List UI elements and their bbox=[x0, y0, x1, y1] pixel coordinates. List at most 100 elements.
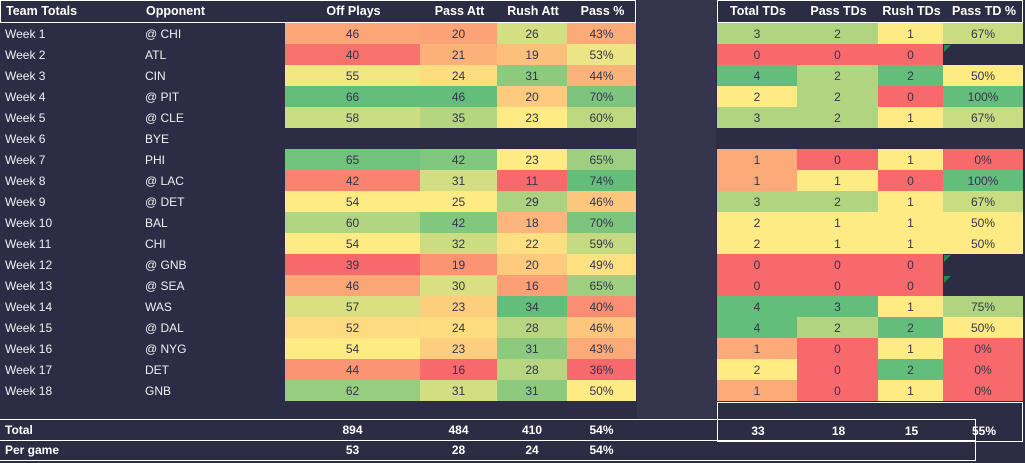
stat-cell[interactable]: 28 bbox=[497, 317, 567, 338]
opponent-cell[interactable]: PHI bbox=[145, 152, 166, 167]
stat-cell[interactable]: 0% bbox=[943, 359, 1023, 380]
stat-cell[interactable]: 0 bbox=[717, 275, 797, 296]
stat-cell[interactable]: 0 bbox=[797, 254, 878, 275]
stat-cell[interactable]: 20 bbox=[497, 86, 567, 107]
stat-cell[interactable] bbox=[878, 128, 943, 149]
stat-cell[interactable]: 0 bbox=[797, 149, 878, 170]
stat-cell[interactable]: 0 bbox=[797, 338, 878, 359]
stat-cell[interactable]: 31 bbox=[497, 338, 567, 359]
stat-cell[interactable]: 54 bbox=[285, 233, 420, 254]
stat-cell[interactable]: 2 bbox=[717, 86, 797, 107]
opponent-cell[interactable]: CIN bbox=[145, 68, 166, 83]
week-label[interactable]: Week 15 bbox=[5, 320, 53, 335]
stat-cell[interactable]: 30 bbox=[420, 275, 497, 296]
stat-cell[interactable]: 0 bbox=[797, 359, 878, 380]
stat-cell[interactable]: 4 bbox=[717, 317, 797, 338]
stat-cell[interactable]: 26 bbox=[497, 23, 567, 44]
stat-cell[interactable]: 0 bbox=[717, 44, 797, 65]
stat-cell[interactable]: 40 bbox=[285, 44, 420, 65]
week-label[interactable]: Week 8 bbox=[5, 173, 46, 188]
stat-cell[interactable]: 3 bbox=[717, 191, 797, 212]
stat-cell[interactable]: 0% bbox=[943, 149, 1023, 170]
stat-cell[interactable]: 24 bbox=[420, 317, 497, 338]
stat-cell[interactable]: 42 bbox=[420, 212, 497, 233]
stat-cell[interactable]: 31 bbox=[497, 380, 567, 401]
stat-cell[interactable]: 34 bbox=[497, 296, 567, 317]
stat-cell[interactable]: 1 bbox=[878, 212, 943, 233]
stat-cell[interactable]: 0% bbox=[943, 338, 1023, 359]
stat-cell[interactable]: 1 bbox=[717, 149, 797, 170]
stat-cell[interactable]: 3 bbox=[797, 296, 878, 317]
stat-cell[interactable]: 74% bbox=[567, 170, 636, 191]
stat-cell[interactable]: 0 bbox=[878, 170, 943, 191]
stat-cell[interactable]: 24 bbox=[420, 65, 497, 86]
opponent-cell[interactable]: @ CLE bbox=[145, 110, 184, 125]
stat-cell[interactable]: 49% bbox=[567, 254, 636, 275]
stat-cell[interactable]: 0 bbox=[878, 275, 943, 296]
stat-cell[interactable] bbox=[497, 128, 567, 149]
opponent-cell[interactable]: @ NYG bbox=[145, 341, 187, 356]
stat-cell[interactable]: 31 bbox=[497, 65, 567, 86]
stat-cell[interactable]: 23 bbox=[497, 107, 567, 128]
stat-cell[interactable]: 22 bbox=[497, 233, 567, 254]
stat-cell[interactable]: 2 bbox=[797, 86, 878, 107]
stat-cell[interactable]: 36% bbox=[567, 359, 636, 380]
stat-cell[interactable]: 0 bbox=[797, 44, 878, 65]
stat-cell[interactable]: 1 bbox=[878, 23, 943, 44]
opponent-cell[interactable]: BAL bbox=[145, 215, 168, 230]
opponent-cell[interactable]: @ GNB bbox=[145, 257, 187, 272]
stat-cell[interactable]: 2 bbox=[797, 65, 878, 86]
stat-cell[interactable]: 16 bbox=[497, 275, 567, 296]
week-label[interactable]: Week 12 bbox=[5, 257, 53, 272]
stat-cell[interactable]: 2 bbox=[717, 233, 797, 254]
stat-cell[interactable]: 1 bbox=[717, 338, 797, 359]
stat-cell[interactable]: 16 bbox=[420, 359, 497, 380]
stat-cell[interactable] bbox=[943, 44, 1023, 65]
stat-cell[interactable]: 19 bbox=[497, 44, 567, 65]
stat-cell[interactable]: 1 bbox=[878, 296, 943, 317]
stat-cell[interactable]: 31 bbox=[420, 380, 497, 401]
stat-cell[interactable]: 46 bbox=[420, 86, 497, 107]
stat-cell[interactable]: 50% bbox=[943, 65, 1023, 86]
stat-cell[interactable]: 2 bbox=[797, 317, 878, 338]
stat-cell[interactable]: 70% bbox=[567, 212, 636, 233]
stat-cell[interactable]: 54 bbox=[285, 191, 420, 212]
stat-cell[interactable] bbox=[285, 128, 420, 149]
stat-cell[interactable]: 50% bbox=[567, 380, 636, 401]
stat-cell[interactable]: 1 bbox=[878, 338, 943, 359]
stat-cell[interactable]: 0 bbox=[717, 254, 797, 275]
stat-cell[interactable]: 1 bbox=[797, 212, 878, 233]
opponent-cell[interactable]: @ DAL bbox=[145, 320, 184, 335]
stat-cell[interactable]: 32 bbox=[420, 233, 497, 254]
stat-cell[interactable]: 54 bbox=[285, 338, 420, 359]
stat-cell[interactable]: 39 bbox=[285, 254, 420, 275]
stat-cell[interactable]: 66 bbox=[285, 86, 420, 107]
stat-cell[interactable]: 1 bbox=[878, 107, 943, 128]
stat-cell[interactable]: 67% bbox=[943, 23, 1023, 44]
stat-cell[interactable]: 4 bbox=[717, 65, 797, 86]
stat-cell[interactable]: 46 bbox=[285, 275, 420, 296]
stat-cell[interactable] bbox=[943, 275, 1023, 296]
stat-cell[interactable]: 2 bbox=[797, 23, 878, 44]
stat-cell[interactable]: 20 bbox=[420, 23, 497, 44]
stat-cell[interactable]: 43% bbox=[567, 338, 636, 359]
stat-cell[interactable]: 100% bbox=[943, 170, 1023, 191]
stat-cell[interactable]: 0 bbox=[878, 254, 943, 275]
stat-cell[interactable]: 55 bbox=[285, 65, 420, 86]
stat-cell[interactable]: 57 bbox=[285, 296, 420, 317]
week-label[interactable]: Week 10 bbox=[5, 215, 53, 230]
stat-cell[interactable]: 23 bbox=[420, 296, 497, 317]
stat-cell[interactable]: 42 bbox=[285, 170, 420, 191]
stat-cell[interactable]: 75% bbox=[943, 296, 1023, 317]
stat-cell[interactable]: 2 bbox=[717, 359, 797, 380]
stat-cell[interactable]: 2 bbox=[878, 317, 943, 338]
stat-cell[interactable] bbox=[943, 254, 1023, 275]
stat-cell[interactable]: 65 bbox=[285, 149, 420, 170]
week-label[interactable]: Week 14 bbox=[5, 299, 53, 314]
week-label[interactable]: Week 3 bbox=[5, 68, 46, 83]
stat-cell[interactable]: 60 bbox=[285, 212, 420, 233]
week-label[interactable]: Week 16 bbox=[5, 341, 53, 356]
stat-cell[interactable]: 25 bbox=[420, 191, 497, 212]
stat-cell[interactable]: 59% bbox=[567, 233, 636, 254]
stat-cell[interactable]: 65% bbox=[567, 275, 636, 296]
